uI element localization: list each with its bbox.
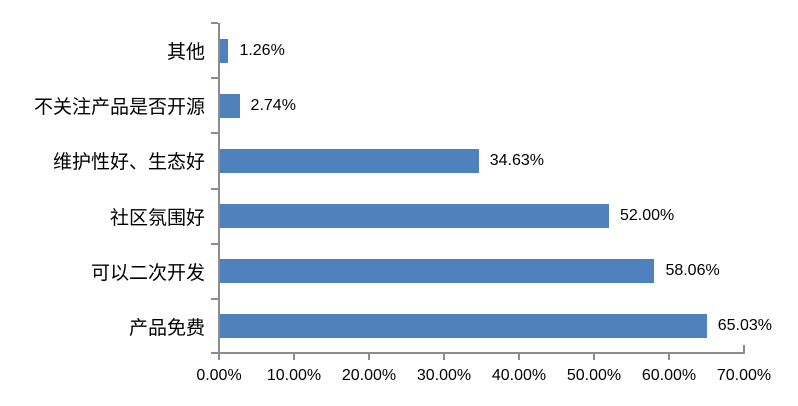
value-label: 1.26% [239, 41, 285, 59]
value-label: 2.74% [250, 96, 296, 114]
x-axis-tick-label: 0.00% [196, 367, 242, 384]
y-axis-tick [211, 352, 218, 354]
category-label: 不关注产品是否开源 [33, 97, 205, 119]
x-axis-tick-label: 60.00% [641, 367, 697, 384]
bar [219, 38, 229, 63]
category-label: 产品免费 [128, 317, 205, 339]
x-axis-tick [293, 354, 295, 360]
x-axis-tick [668, 354, 670, 360]
value-label: 58.06% [665, 262, 720, 280]
value-label: 34.63% [489, 151, 544, 169]
bar [219, 148, 479, 173]
x-axis-tick-label: 30.00% [416, 367, 472, 384]
x-axis-tick [443, 354, 445, 360]
y-axis-line [218, 23, 220, 360]
x-axis-tick-label: 50.00% [566, 367, 622, 384]
x-axis-tick-label: 40.00% [491, 367, 547, 384]
x-axis-line [218, 352, 745, 354]
x-axis-tick-label: 70.00% [716, 367, 772, 384]
category-label: 社区氛围好 [109, 207, 205, 229]
bar [219, 204, 609, 229]
value-label: 65.03% [717, 317, 772, 335]
category-label: 可以二次开发 [90, 262, 205, 284]
y-axis-tick [211, 187, 218, 190]
x-axis-end-tick [743, 345, 745, 352]
y-axis-tick [211, 22, 218, 24]
bar [219, 259, 655, 284]
bar [219, 314, 707, 339]
category-label: 其他 [166, 42, 205, 64]
bar [219, 93, 240, 118]
x-axis-tick-label: 10.00% [266, 367, 322, 384]
category-label: 维护性好、生态好 [52, 152, 205, 174]
x-axis-tick [518, 354, 520, 360]
y-axis-tick [211, 297, 218, 300]
x-axis-tick [593, 354, 595, 360]
value-label: 52.00% [620, 207, 675, 225]
x-axis-tick [368, 354, 370, 360]
y-axis-tick [211, 132, 218, 135]
x-axis-tick [218, 354, 220, 360]
x-axis-tick-label: 20.00% [341, 367, 397, 384]
y-axis-tick [211, 77, 218, 80]
y-axis-tick [211, 242, 218, 245]
